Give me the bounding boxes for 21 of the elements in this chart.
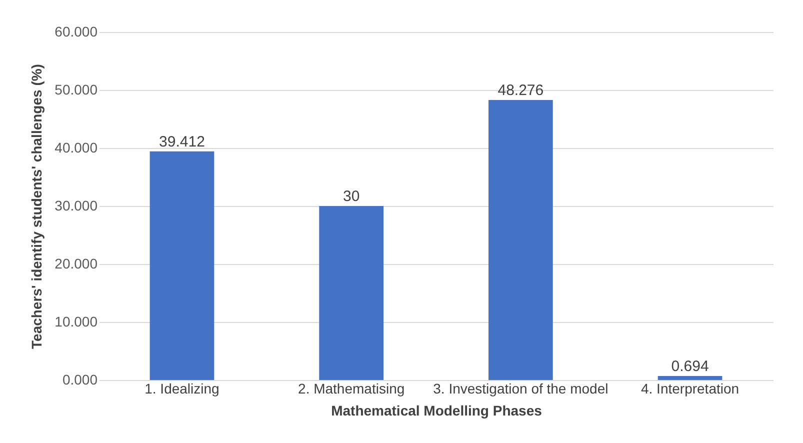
- y-tick-label: 60.000: [54, 24, 98, 40]
- y-tick-label: 10.000: [54, 314, 98, 330]
- x-axis-title: Mathematical Modelling Phases: [331, 402, 542, 418]
- x-tick-label: 2. Mathematising: [298, 380, 405, 396]
- x-tick-label: 1. Idealizing: [144, 380, 220, 396]
- y-tick-label: 0.000: [62, 372, 98, 388]
- bar: [658, 376, 722, 380]
- y-tick-label: 30.000: [54, 198, 98, 214]
- data-label: 48.276: [498, 82, 544, 99]
- data-label: 39.412: [159, 133, 205, 150]
- y-tick-label: 40.000: [54, 140, 98, 156]
- y-axis-title: Teachers' identify students' challenges (%): [28, 64, 45, 349]
- bar: [488, 100, 553, 380]
- x-tick-label: 4. Interpretation: [640, 380, 740, 396]
- y-tick-label: 50.000: [54, 82, 98, 98]
- bar: [150, 151, 214, 380]
- y-tick-label: 20.000: [54, 256, 98, 272]
- data-label: 0.694: [671, 358, 709, 375]
- data-label: 30: [342, 188, 360, 205]
- x-tick-label: 3. Investigation of the model: [433, 380, 608, 396]
- bar: [319, 206, 384, 380]
